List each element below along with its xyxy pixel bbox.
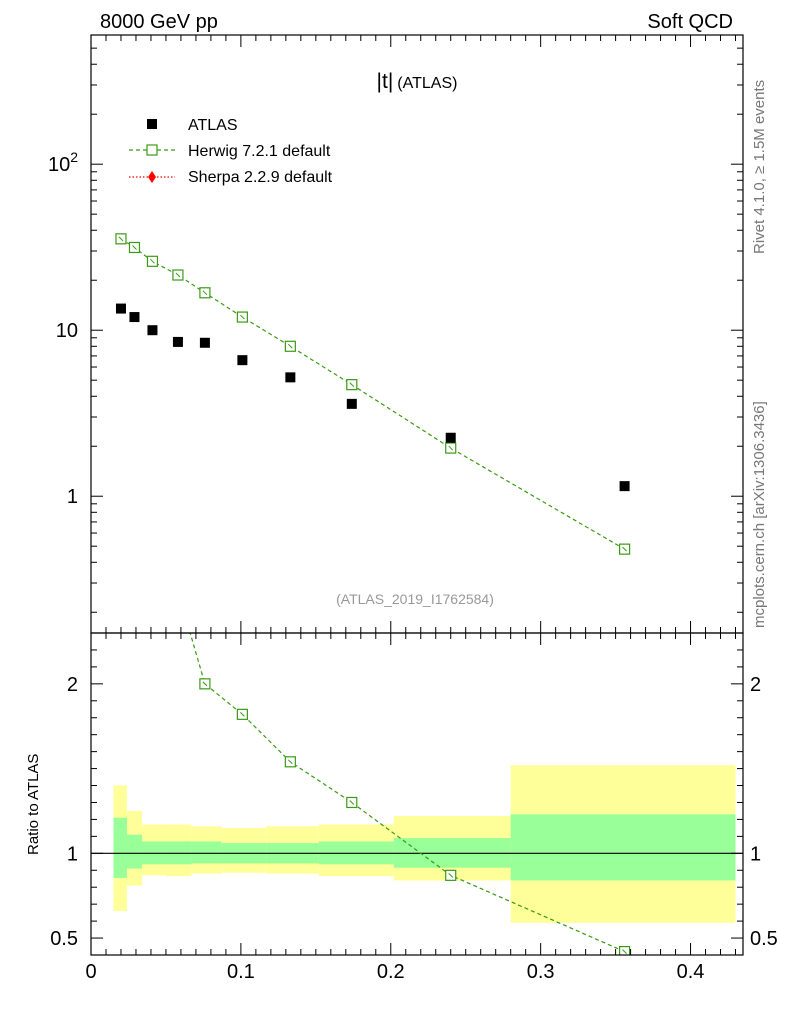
ratio-y-tick-label-left: 0.5: [50, 928, 78, 950]
main-y-tick-label-exponent: 2: [70, 149, 78, 165]
atlas-point: [285, 372, 296, 383]
atlas-point: [445, 432, 456, 443]
x-tick-label: 0.4: [677, 961, 705, 983]
herwig-point-tick: [175, 272, 181, 278]
plot-title-tag: (ATLAS): [397, 75, 457, 92]
herwig-ratio-point: [618, 946, 631, 955]
ratio-band-inner: [191, 841, 222, 864]
ratio-panel: 0.5 0.5 1 1 2 2 0 0.1 0.2 0.3 0.4 Ratio to ATLAS: [25, 632, 778, 983]
atlas-point: [619, 481, 630, 492]
legend-herwig-label: Herwig 7.2.1 default: [188, 143, 331, 160]
atlas-point: [346, 398, 357, 409]
x-tick-label: 0.2: [377, 961, 405, 983]
herwig-series-main: [115, 233, 631, 555]
header-right: Soft QCD: [647, 11, 733, 33]
legend-herwig-marker: [146, 144, 158, 156]
ratio-band-inner: [113, 817, 127, 878]
herwig-point-tick: [202, 290, 208, 296]
rivet-version-label: Rivet 4.1.0, ≥ 1.5M events: [751, 80, 768, 254]
ratio-band-inner: [510, 814, 736, 881]
herwig-ratio-point-tick: [622, 949, 627, 954]
herwig-line-main: [120, 238, 625, 550]
legend-sherpa-label: Sherpa 2.2.9 default: [188, 169, 333, 186]
herwig-point-tick: [287, 343, 293, 349]
herwig-ratio-point-tick: [240, 711, 245, 717]
ratio-axis-ticks: [90, 632, 743, 956]
atlas-series-main: [115, 303, 630, 492]
ratio-frame: [90, 632, 744, 956]
herwig-point-tick: [132, 245, 137, 250]
ratio-y-tick-label-left: 2: [67, 674, 78, 696]
herwig-point-tick: [349, 382, 355, 387]
herwig-point-tick: [118, 236, 124, 242]
atlas-point: [237, 355, 248, 366]
plot-title-abs-t: |t|: [377, 70, 394, 93]
legend: ATLAS Herwig 7.2.1 default Sherpa 2.2.9 …: [129, 117, 333, 186]
ratio-y-tick-label-right: 1: [750, 843, 761, 865]
plot-title: |t| (ATLAS): [377, 70, 458, 93]
analysis-tag: (ATLAS_2019_I1762584): [336, 591, 494, 607]
herwig-series-ratio: [189, 633, 631, 955]
herwig-ratio-point-tick: [202, 681, 208, 687]
herwig-point-tick: [448, 445, 454, 451]
herwig-ratio-point-tick: [349, 800, 355, 805]
ratio-y-axis-label: Ratio to ATLAS: [25, 754, 42, 855]
main-y-tick-label: 1: [67, 486, 78, 508]
herwig-point-tick: [150, 258, 155, 264]
ratio-y-tick-label-right: 0.5: [750, 928, 778, 950]
mcplots-label: mcplots.cern.ch [arXiv:1306.3436]: [751, 401, 768, 628]
main-y-tick-label-base: 10: [48, 154, 70, 176]
herwig-ratio-point-tick: [448, 872, 454, 878]
ratio-y-tick-label-right: 2: [750, 674, 761, 696]
x-tick-label: 0.1: [227, 961, 255, 983]
x-tick-label: 0.3: [527, 961, 555, 983]
header-left: 8000 GeV pp: [100, 11, 218, 33]
x-tick-label: 0: [85, 961, 96, 983]
herwig-ratio-point-tick: [287, 759, 293, 765]
herwig-point-tick: [622, 546, 627, 552]
atlas-point: [115, 303, 126, 314]
legend-atlas-marker: [147, 119, 157, 129]
legend-atlas-label: ATLAS: [188, 117, 238, 134]
ratio-band-inner: [126, 834, 142, 869]
ratio-uncertainty-bands: [113, 765, 736, 923]
atlas-point: [129, 312, 140, 323]
main-y-tick-label: 10: [56, 320, 78, 342]
atlas-point: [147, 325, 158, 336]
ratio-y-tick-label-left: 1: [67, 843, 78, 865]
main-axis-ticks: [90, 34, 743, 633]
x-tick-labels: 0 0.1 0.2 0.3 0.4: [85, 961, 704, 983]
herwig-point-tick: [240, 314, 245, 320]
main-y-tick-label: 102: [48, 149, 78, 176]
atlas-point: [199, 337, 210, 348]
atlas-point: [172, 336, 183, 347]
ratio-y-tick-labels: 0.5 0.5 1 1 2 2: [50, 674, 778, 950]
legend-sherpa-marker: [148, 171, 156, 183]
